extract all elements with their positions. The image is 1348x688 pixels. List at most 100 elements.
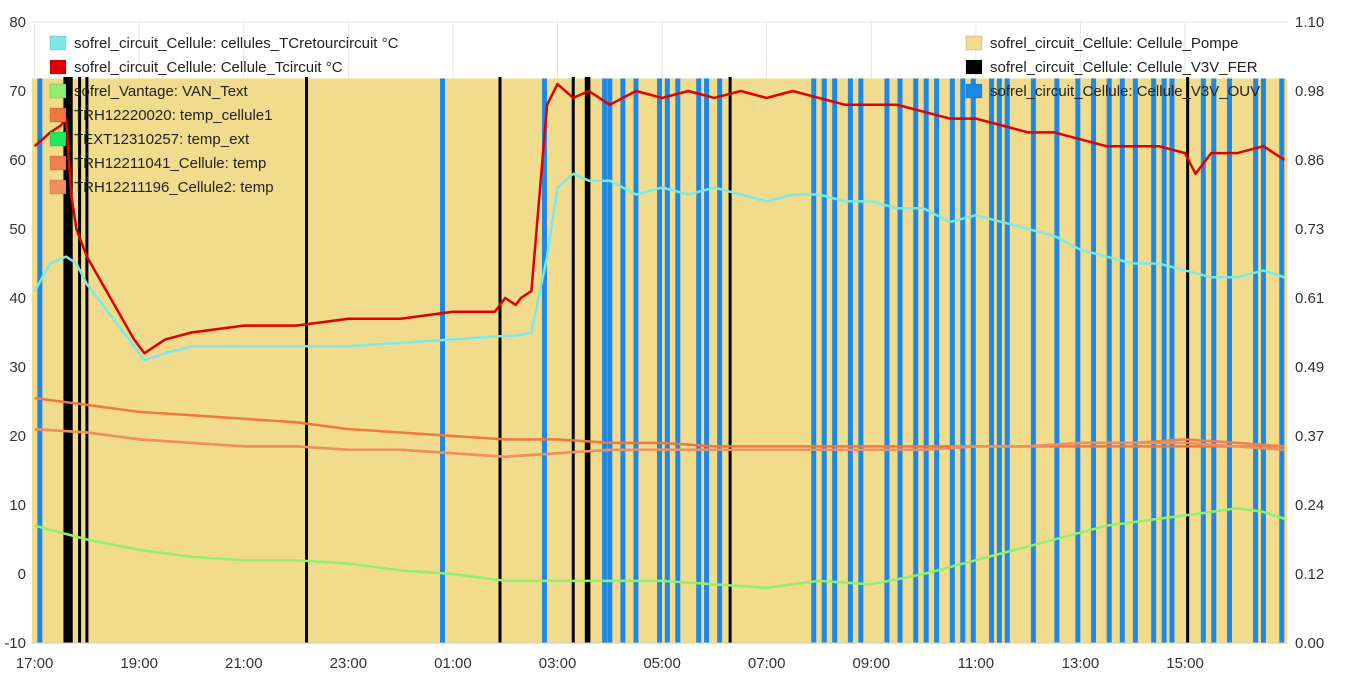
v3v-fer-event bbox=[65, 77, 69, 643]
x-tick-label: 21:00 bbox=[225, 655, 263, 672]
legend-left-swatch bbox=[49, 83, 67, 99]
v3v-ouv-event bbox=[704, 78, 710, 644]
v3v-ouv-event bbox=[934, 78, 940, 644]
v3v-ouv-event bbox=[847, 78, 853, 644]
x-tick-label: 05:00 bbox=[643, 655, 681, 672]
v3v-fer-event bbox=[305, 77, 309, 643]
v3v-ouv-event bbox=[602, 78, 608, 644]
v3v-fer-event bbox=[1186, 77, 1190, 643]
v3v-fer-event bbox=[728, 77, 732, 643]
legend-left-label: TRH12220020: temp_cellule1 bbox=[74, 107, 272, 124]
v3v-ouv-event bbox=[1151, 78, 1157, 644]
x-tick-label: 03:00 bbox=[539, 655, 577, 672]
x-tick-label: 15:00 bbox=[1166, 655, 1204, 672]
right-tick-label: 0.98 bbox=[1295, 83, 1324, 100]
x-tick-label: 01:00 bbox=[434, 655, 472, 672]
legend-left-label: TRH12211041_Cellule: temp bbox=[74, 155, 266, 172]
v3v-ouv-event bbox=[1200, 78, 1206, 644]
v3v-fer-event bbox=[85, 77, 89, 643]
series-line-1 bbox=[33, 82, 1286, 355]
left-tick-label: 50 bbox=[9, 221, 26, 238]
x-tick-label: 09:00 bbox=[853, 655, 891, 672]
legend-right-swatch bbox=[965, 59, 983, 75]
v3v-ouv-event bbox=[541, 78, 547, 644]
x-tick-label: 07:00 bbox=[748, 655, 786, 672]
legend-left-swatch bbox=[49, 107, 67, 123]
v3v-ouv-event bbox=[664, 78, 670, 644]
v3v-ouv-event bbox=[1211, 78, 1217, 644]
v3v-fer-event bbox=[584, 77, 588, 643]
series-line-2 bbox=[34, 507, 1285, 590]
legend-left-label: sofrel_Vantage: VAN_Text bbox=[74, 83, 249, 100]
v3v-ouv-event bbox=[717, 78, 723, 644]
v3v-ouv-event bbox=[620, 78, 626, 644]
v3v-ouv-event bbox=[633, 78, 639, 644]
legend-left-label: sofrel_circuit_Cellule: Cellule_Tcircuit… bbox=[74, 59, 343, 76]
v3v-ouv-event bbox=[1054, 78, 1060, 644]
right-tick-label: 0.49 bbox=[1295, 359, 1324, 376]
left-tick-label: -10 bbox=[4, 635, 26, 652]
left-tick-label: 80 bbox=[9, 14, 26, 31]
v3v-ouv-event bbox=[858, 78, 864, 644]
v3v-fer-event bbox=[571, 77, 575, 643]
v3v-ouv-event bbox=[923, 78, 929, 644]
x-tick-label: 19:00 bbox=[120, 655, 158, 672]
left-tick-label: 10 bbox=[9, 497, 26, 514]
left-tick-label: 40 bbox=[9, 290, 26, 307]
v3v-ouv-event bbox=[832, 78, 838, 644]
v3v-ouv-event bbox=[970, 78, 976, 644]
v3v-ouv-event bbox=[996, 78, 1002, 644]
series-line-3 bbox=[34, 396, 1285, 448]
x-tick-label: 11:00 bbox=[958, 655, 994, 672]
v3v-fer-event bbox=[78, 77, 82, 643]
v3v-ouv-event bbox=[607, 78, 613, 644]
legend: sofrel_circuit_Cellule: cellules_TCretou… bbox=[49, 35, 1260, 196]
v3v-fer-event bbox=[69, 77, 73, 643]
legend-right-swatch bbox=[965, 83, 983, 99]
series-lines bbox=[33, 82, 1286, 590]
left-tick-label: 60 bbox=[9, 152, 26, 169]
legend-left-label: TRH12211196_Cellule2: temp bbox=[74, 179, 274, 196]
v3v-ouv-event bbox=[657, 78, 662, 644]
v3v-ouv-event bbox=[1169, 78, 1175, 644]
legend-right-label: sofrel_circuit_Cellule: Cellule_Pompe bbox=[990, 35, 1238, 52]
v3v-ouv-event bbox=[949, 78, 955, 644]
legend-left-label: TEXT12310257: temp_ext bbox=[74, 131, 250, 148]
right-tick-label: 0.73 bbox=[1295, 221, 1324, 238]
right-tick-label: 0.12 bbox=[1295, 566, 1324, 583]
v3v-ouv-event bbox=[37, 78, 43, 644]
v3v-ouv-event bbox=[696, 78, 702, 644]
series-line-6 bbox=[34, 427, 1285, 458]
right-tick-label: 0.37 bbox=[1295, 428, 1324, 445]
v3v-ouv-event bbox=[811, 78, 817, 644]
x-tick-label: 13:00 bbox=[1062, 655, 1100, 672]
v3v-fer-event bbox=[63, 77, 67, 643]
v3v-ouv-event bbox=[1119, 78, 1125, 644]
v3v-ouv-event bbox=[439, 78, 445, 644]
right-tick-label: 0.00 bbox=[1295, 635, 1324, 652]
legend-left-swatch bbox=[49, 59, 67, 75]
v3v-ouv-event bbox=[897, 78, 903, 644]
left-tick-label: 20 bbox=[9, 428, 26, 445]
legend-left-swatch bbox=[49, 155, 67, 171]
v3v-ouv-event bbox=[989, 78, 995, 644]
v3v-ouv-event bbox=[960, 78, 966, 644]
legend-left-label: sofrel_circuit_Cellule: cellules_TCretou… bbox=[74, 35, 399, 52]
legend-right-label: sofrel_circuit_Cellule: Cellule_V3V_FER bbox=[990, 59, 1258, 76]
legend-right-label: sofrel_circuit_Cellule: Cellule_V3V_OUV bbox=[990, 83, 1260, 100]
x-tick-label: 17:00 bbox=[16, 655, 54, 672]
legend-right-swatch bbox=[965, 35, 983, 51]
v3v-fer-event bbox=[587, 77, 591, 643]
v3v-fer-event bbox=[67, 77, 71, 643]
legend-left-swatch bbox=[49, 179, 67, 195]
v3v-ouv-event bbox=[1106, 78, 1112, 644]
valve-events bbox=[37, 77, 1285, 644]
v3v-ouv-event bbox=[1075, 78, 1081, 644]
v3v-ouv-event bbox=[1132, 78, 1138, 644]
right-tick-label: 0.24 bbox=[1295, 497, 1324, 514]
v3v-ouv-event bbox=[1226, 78, 1232, 644]
v3v-ouv-event bbox=[1091, 78, 1097, 644]
right-tick-label: 0.61 bbox=[1295, 290, 1324, 307]
v3v-ouv-event bbox=[884, 78, 890, 644]
